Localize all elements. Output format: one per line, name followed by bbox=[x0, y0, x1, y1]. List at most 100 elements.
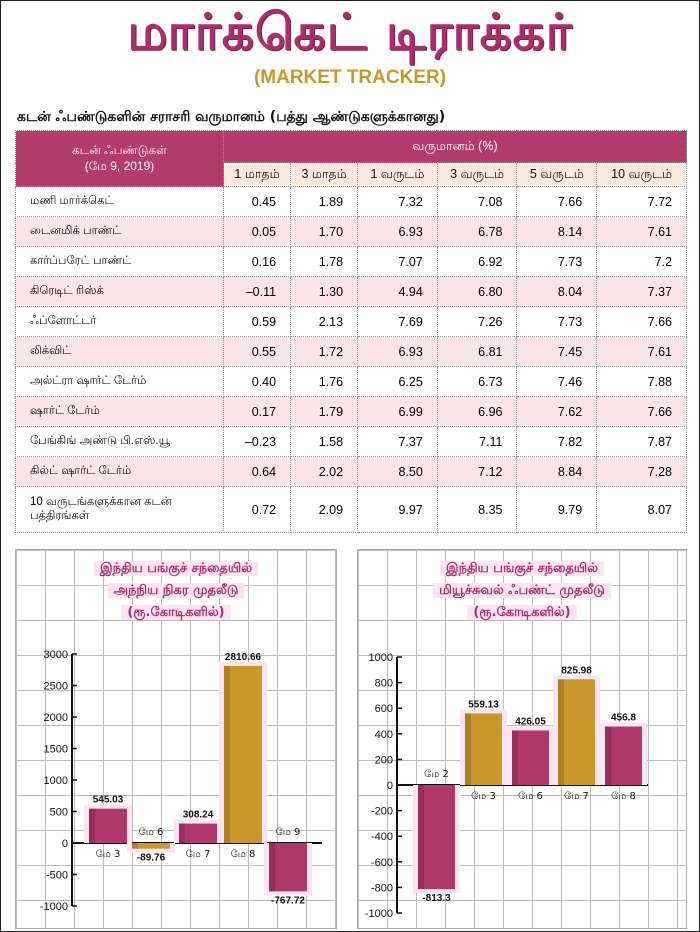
table-row: 10 வருடங்களுக்கான கடன் பத்திரங்கள் 0.72 2.… bbox=[15, 486, 687, 533]
return-value: 6.81 bbox=[436, 336, 518, 367]
return-value: 7.28 bbox=[596, 456, 687, 487]
page-title: மார்க்கெட் டிராக்கர் bbox=[127, 3, 573, 61]
return-value: 7.73 bbox=[516, 246, 598, 277]
category-label: மே 3 bbox=[471, 791, 496, 802]
bar-shade bbox=[605, 726, 611, 785]
bar bbox=[465, 713, 502, 785]
fund-name: மணி மார்க்கெட் bbox=[15, 186, 224, 217]
category-label: மே 7 bbox=[186, 849, 211, 860]
fund-name: லிக்விட் bbox=[15, 336, 224, 367]
bar-shade bbox=[418, 785, 424, 890]
bar-shade bbox=[558, 679, 564, 785]
return-value: 7.87 bbox=[596, 426, 687, 457]
table-row: லிக்விட் 0.55 1.72 6.93 6.81 7.45 7.61 bbox=[15, 336, 687, 367]
data-label: -767.72 bbox=[271, 895, 305, 906]
table-row: ஃப்ளோட்டர் 0.59 2.13 7.69 7.26 7.73 7.66 bbox=[15, 306, 687, 337]
table-row: மணி மார்க்கெட் 0.45 1.89 7.32 7.08 7.66 7.72 bbox=[15, 186, 687, 217]
page-subtitle: (MARKET TRACKER) bbox=[253, 67, 447, 88]
return-value: 1.78 bbox=[290, 246, 359, 277]
return-value: 9.97 bbox=[357, 486, 438, 533]
bar-shade bbox=[132, 843, 138, 849]
return-value: 0.72 bbox=[222, 486, 292, 533]
date-label: (மே 9, 2019) bbox=[84, 158, 155, 173]
return-value: 7.61 bbox=[596, 336, 687, 367]
bar-shade bbox=[89, 808, 95, 843]
fund-name: கில்ட் ஷார்ட் டேர்ம் bbox=[15, 456, 224, 487]
return-value: 1.79 bbox=[290, 396, 359, 427]
table-heading: கடன் ஃபண்டுகளின் சராசரி வருமானம் (பத்து … bbox=[17, 109, 446, 125]
fund-name: ஷார்ட் டேர்ம் bbox=[15, 396, 224, 427]
returns-header: வருமானம் (%) bbox=[223, 130, 687, 163]
data-label: 456.8 bbox=[611, 713, 636, 724]
debt-fund-returns-table: கடன் ஃபண்டுகள் (மே 9, 2019) வருமானம் (%) … bbox=[15, 130, 687, 533]
return-value: 1.76 bbox=[290, 366, 359, 397]
return-value: 2.09 bbox=[290, 486, 359, 533]
return-value: 7.66 bbox=[596, 306, 687, 337]
fund-name: 10 வருடங்களுக்கான கடன் பத்திரங்கள் bbox=[15, 486, 224, 533]
category-label: மே 8 bbox=[231, 849, 256, 860]
chart-title-line: இந்திய பங்குச் சந்தையில் bbox=[439, 561, 604, 576]
return-value: 8.84 bbox=[516, 456, 598, 487]
chart-title-line: இந்திய பங்குச் சந்தையில் bbox=[93, 561, 258, 576]
return-value: 7.73 bbox=[516, 306, 598, 337]
return-value: –0.23 bbox=[222, 426, 292, 457]
bar bbox=[179, 823, 217, 843]
data-label: 426.05 bbox=[515, 716, 546, 727]
fii-investment-chart: இந்திய பங்குச் சந்தையில் அந்நிய நிகர முத… bbox=[15, 549, 337, 929]
category-label: மே 9 bbox=[276, 827, 301, 838]
return-value: 6.25 bbox=[357, 366, 438, 397]
return-value: 7.61 bbox=[596, 216, 687, 247]
return-value: 0.45 bbox=[222, 186, 292, 217]
return-value: 8.07 bbox=[596, 486, 687, 533]
fund-name: ஃப்ளோட்டர் bbox=[15, 306, 224, 337]
category-label: மே 6 bbox=[518, 791, 543, 802]
bar bbox=[605, 726, 642, 785]
return-value: 6.93 bbox=[357, 336, 438, 367]
y-tick-label: 200 bbox=[375, 754, 393, 766]
return-value: 7.12 bbox=[436, 456, 518, 487]
bar bbox=[132, 843, 170, 849]
return-value: 6.92 bbox=[436, 246, 518, 277]
category-label: மே 3 bbox=[96, 849, 121, 860]
category-label: மே 6 bbox=[139, 827, 164, 838]
return-value: 7.46 bbox=[516, 366, 598, 397]
bar bbox=[224, 665, 262, 843]
return-value: 7.11 bbox=[436, 426, 518, 457]
bar-shade bbox=[224, 665, 230, 843]
return-value: 7.32 bbox=[357, 186, 438, 217]
chart-title: இந்திய பங்குச் சந்தையில் மியூச்சுவல் ஃபண… bbox=[358, 558, 686, 624]
return-value: 7.66 bbox=[516, 186, 598, 217]
return-value: 7.26 bbox=[436, 306, 518, 337]
return-value: 8.04 bbox=[516, 276, 598, 307]
y-tick-label: 2500 bbox=[44, 681, 68, 693]
y-tick-label: -400 bbox=[371, 831, 393, 843]
return-value: 2.13 bbox=[290, 306, 359, 337]
return-value: 7.37 bbox=[596, 276, 687, 307]
data-label: 2810.66 bbox=[225, 652, 262, 663]
return-value: 1.70 bbox=[290, 216, 359, 247]
return-value: 1.30 bbox=[290, 276, 359, 307]
return-value: 8.14 bbox=[516, 216, 598, 247]
chart-title-line: (ரூ.கோடிகளில்) bbox=[121, 605, 231, 620]
return-value: 2.02 bbox=[290, 456, 359, 487]
return-value: 6.73 bbox=[436, 366, 518, 397]
category-label: மே 2 bbox=[424, 769, 449, 780]
return-value: 0.59 bbox=[222, 306, 292, 337]
bar-shade bbox=[512, 730, 518, 785]
fund-name: டைனமிக் பாண்ட் bbox=[15, 216, 224, 247]
chart-title: இந்திய பங்குச் சந்தையில் அந்நிய நிகர முத… bbox=[16, 558, 336, 624]
return-value: 6.99 bbox=[357, 396, 438, 427]
fund-name: அல்ட்ரா ஷார்ட் டேர்ம் bbox=[15, 366, 224, 397]
return-value: 0.17 bbox=[222, 396, 292, 427]
column-header: 5 வருடம் bbox=[516, 162, 598, 187]
return-value: 1.89 bbox=[290, 186, 359, 217]
return-value: 0.16 bbox=[222, 246, 292, 277]
fund-name: கார்ப்பரேட் பாண்ட் bbox=[15, 246, 224, 277]
return-value: 6.93 bbox=[357, 216, 438, 247]
chart-svg: 1000 800 600 400 200 0 -200 -400 -600 -800 -1000 -8… bbox=[365, 652, 648, 920]
return-value: 7.45 bbox=[516, 336, 598, 367]
return-value: 0.64 bbox=[222, 456, 292, 487]
return-value: 7.08 bbox=[436, 186, 518, 217]
return-value: 7.07 bbox=[357, 246, 438, 277]
bar bbox=[512, 730, 549, 785]
